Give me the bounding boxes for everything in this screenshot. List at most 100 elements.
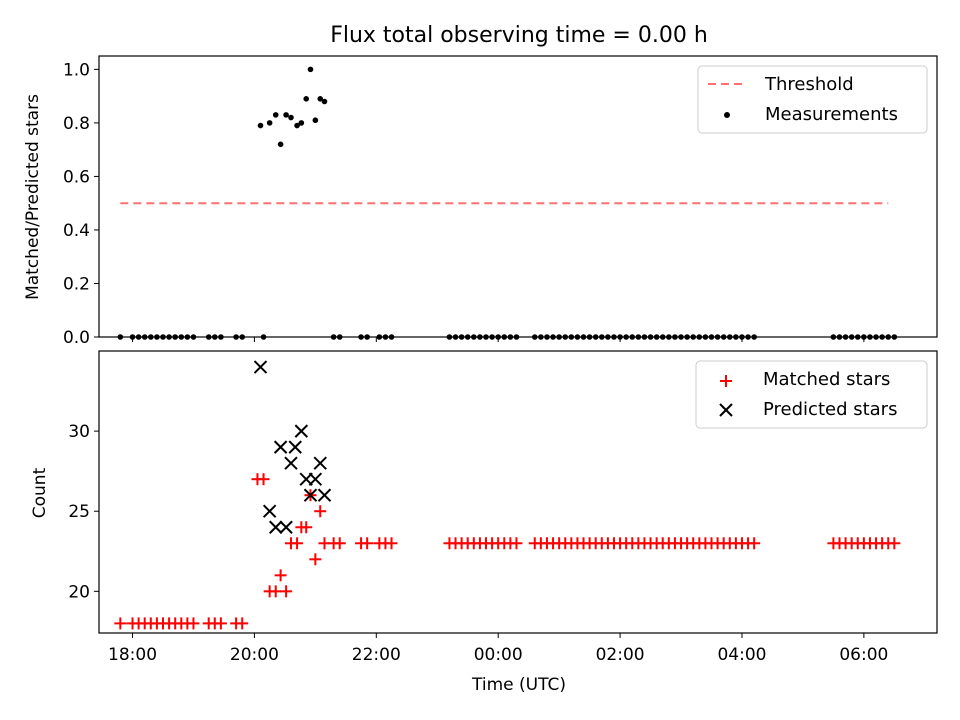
measurement-point [611,334,617,340]
predicted-legend-label: Predicted stars [763,399,897,420]
measurement-point [294,122,300,129]
top-plot: 0.0 0.2 0.4 0.6 0.8 1.0 Matched/Predicted sta… [23,55,938,348]
measurement-point [489,334,495,340]
matched-star-point [257,473,270,486]
measurement-point [873,334,879,340]
top-y-tick-label: 0.8 [63,114,90,134]
measurement-point [364,334,370,340]
bottom-y-tick-label: 20 [68,582,90,602]
measurement-point [629,334,636,340]
measurement-point [129,334,136,340]
predicted-star-point [303,488,318,502]
matched-legend-label: Matched stars [763,369,890,390]
measurement-point [556,334,562,340]
top-y-tick-label: 1.0 [63,60,90,80]
measurement-point [647,334,654,340]
top-ticks: 0.0 0.2 0.4 0.6 0.8 1.0 [63,60,865,348]
measurement-point [751,334,757,340]
matched-star-point [269,585,282,598]
measurement-point [471,334,477,340]
measurement-point [891,334,898,340]
measurement-point [690,334,697,340]
top-legend: Threshold Measurements [697,65,928,134]
measurement-point [272,112,279,118]
matched-star-point [214,617,227,630]
measurement-point [836,334,843,340]
matched-star-point [314,505,327,518]
predicted-legend-swatch [719,403,733,417]
measurement-point [141,334,148,340]
chart-title: Flux total observing time = 0.00 h [330,23,708,48]
x-tick-label: 06:00 [839,645,888,665]
measurement-point [166,334,172,340]
measurement-point [714,334,721,340]
measurement-point [376,334,383,340]
top-y-tick-label: 0.4 [63,221,90,241]
measurement-point [483,334,489,340]
predicted-star-point [313,456,327,470]
measurement-point [861,334,867,340]
measurement-point [298,120,305,126]
x-tick-label: 18:00 [108,645,157,665]
measurement-point [513,334,520,340]
threshold-legend-label: Threshold [764,74,854,95]
predicted-star-point [269,520,283,534]
matched-star-point [114,617,127,630]
predicted-star-point [253,360,268,374]
measurement-point [495,334,501,340]
measurement-point [178,334,185,340]
measurement-point [172,334,178,340]
matched-legend-swatch [720,375,732,387]
measurement-point [854,334,861,340]
measurement-point [538,334,544,340]
matched-star-point [274,569,287,582]
predicted-star-point [262,504,277,518]
measurement-points [117,66,898,340]
measurement-point [641,334,648,340]
top-y-tick-label: 0.0 [63,328,90,348]
measurement-point [842,334,849,340]
measurement-point [848,334,855,340]
measurement-point [544,334,550,340]
bottom-legend: Matched stars Predicted stars [695,360,928,429]
bottom-axes-frame [98,350,938,634]
measurement-point [464,334,471,340]
top-legend-box [697,65,928,134]
measurement-point [211,334,218,340]
x-axis-label: Time (UTC) [471,675,566,695]
measurement-point [708,334,715,340]
measurement-point [745,334,751,340]
measurement-point [702,334,709,340]
measurement-point [885,334,892,340]
measurement-point [382,334,389,340]
measurement-point [592,334,599,340]
matched-star-point [361,537,374,550]
x-tick-label: 00:00 [474,645,523,665]
matched-star-point [748,537,761,550]
measurement-point [452,334,459,340]
predicted-star-point [288,440,302,454]
measurement-point [205,334,212,340]
bottom-ticks: 20 25 30 18:00 20:00 22:00 00:00 02:00 04:00 06:0… [68,422,888,665]
top-y-tick-label: 0.2 [63,274,90,294]
measurement-point [830,334,837,340]
measurement-point [307,66,314,73]
measurement-point [277,141,284,148]
measurement-point [623,334,629,340]
bottom-legend-box [695,360,928,429]
x-tick-label: 02:00 [596,645,645,665]
measurement-point [312,117,319,124]
measurement-point [317,96,324,102]
matched-stars-points [114,473,901,630]
measurement-point [672,334,678,340]
measurement-point [458,334,465,340]
measurement-point [218,334,224,340]
measurement-point [266,120,273,126]
measurement-point [336,334,343,340]
matched-star-point [510,537,523,550]
measurement-point [358,334,364,340]
matched-star-point [280,585,293,598]
measurement-point [501,334,508,340]
measurement-point [257,122,264,129]
